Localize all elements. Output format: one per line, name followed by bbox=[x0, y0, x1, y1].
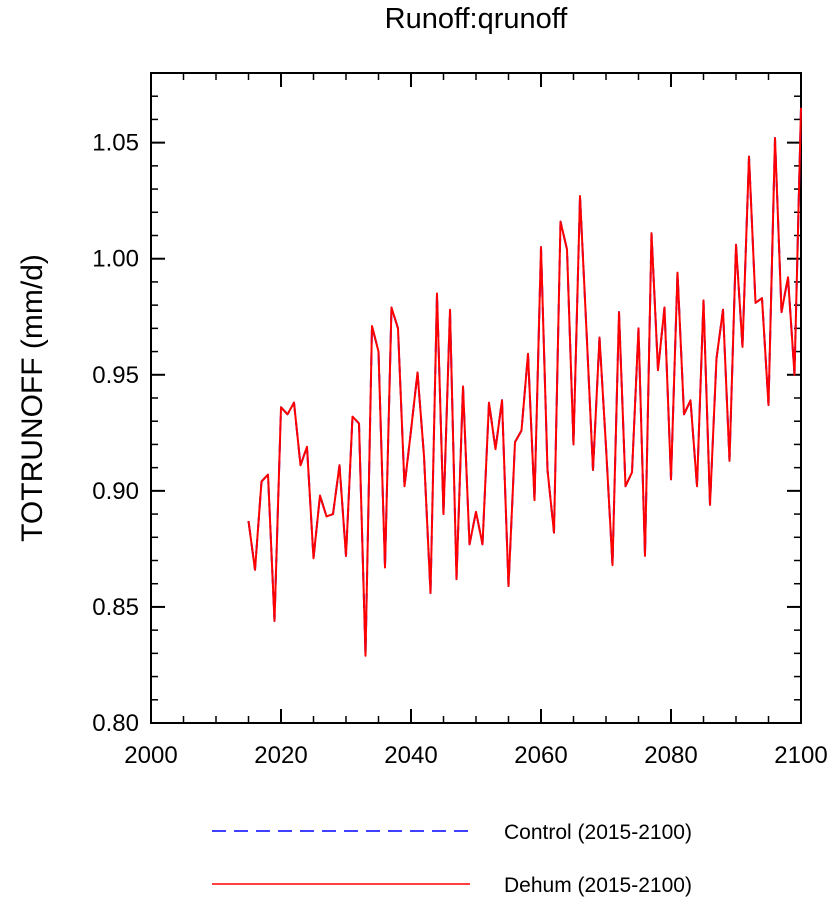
y-tick-label: 0.95 bbox=[92, 362, 139, 389]
axis-tick-labels: 2000 2020 2040 2060 2080 2100 0.80 0.85 0.90 0.95… bbox=[92, 130, 827, 769]
chart-title: Runoff:qrunoff bbox=[385, 3, 569, 35]
legend: Control (2015-2100) Dehum (2015-2100) bbox=[212, 821, 692, 897]
y-axis-label: TOTRUNOFF (mm/d) bbox=[16, 254, 49, 542]
y-tick-label: 0.80 bbox=[92, 710, 139, 737]
legend-label-control: Control (2015-2100) bbox=[504, 821, 692, 844]
plot-frame bbox=[150, 72, 802, 724]
x-tick-label: 2040 bbox=[384, 742, 437, 769]
series-layer bbox=[247, 107, 802, 657]
x-tick-label: 2020 bbox=[254, 742, 307, 769]
axis-ticks bbox=[150, 73, 802, 724]
x-tick-label: 2060 bbox=[514, 742, 567, 769]
legend-label-dehum: Dehum (2015-2100) bbox=[504, 874, 692, 897]
x-tick-label: 2080 bbox=[644, 742, 697, 769]
y-tick-label: 0.90 bbox=[92, 478, 139, 505]
x-tick-label: 2000 bbox=[124, 742, 177, 769]
y-tick-label: 1.05 bbox=[92, 130, 139, 157]
y-tick-label: 1.00 bbox=[92, 246, 139, 273]
y-tick-label: 0.85 bbox=[92, 594, 139, 621]
series-line-dehum bbox=[247, 107, 802, 657]
x-tick-label: 2100 bbox=[774, 742, 827, 769]
